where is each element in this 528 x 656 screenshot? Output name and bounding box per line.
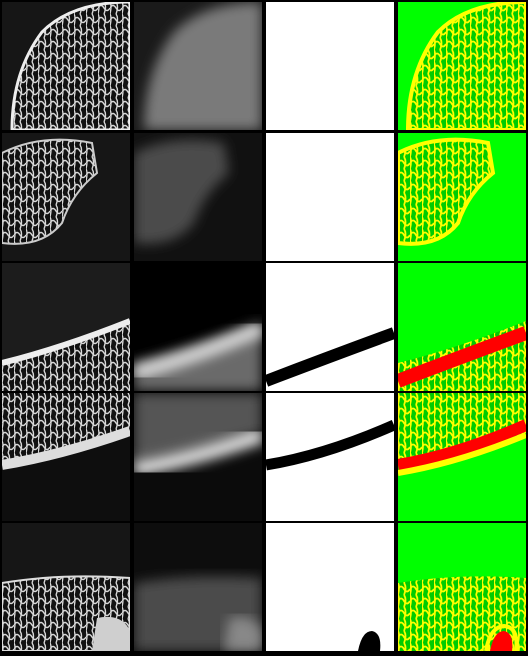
blurred-slice	[134, 523, 262, 651]
blurred-slice	[134, 133, 262, 261]
blurred-slice	[134, 2, 262, 130]
segmentation	[398, 263, 526, 391]
ct-slice	[2, 2, 130, 130]
ct-slice	[2, 263, 130, 391]
binary-mask	[266, 2, 394, 130]
binary-mask	[266, 263, 394, 391]
segmentation	[398, 523, 526, 651]
ct-slice	[2, 393, 130, 521]
segmentation	[398, 393, 526, 521]
blurred-slice	[134, 263, 262, 391]
row-4	[2, 393, 526, 521]
segmentation	[398, 2, 526, 130]
binary-mask	[266, 133, 394, 261]
row-5	[2, 523, 526, 651]
row-3	[2, 263, 526, 391]
binary-mask	[266, 393, 394, 521]
ct-slice	[2, 523, 130, 651]
row-1	[2, 2, 526, 130]
ct-slice	[2, 133, 130, 261]
row-2	[2, 133, 526, 261]
binary-mask	[266, 523, 394, 651]
blurred-slice	[134, 393, 262, 521]
segmentation	[398, 133, 526, 261]
